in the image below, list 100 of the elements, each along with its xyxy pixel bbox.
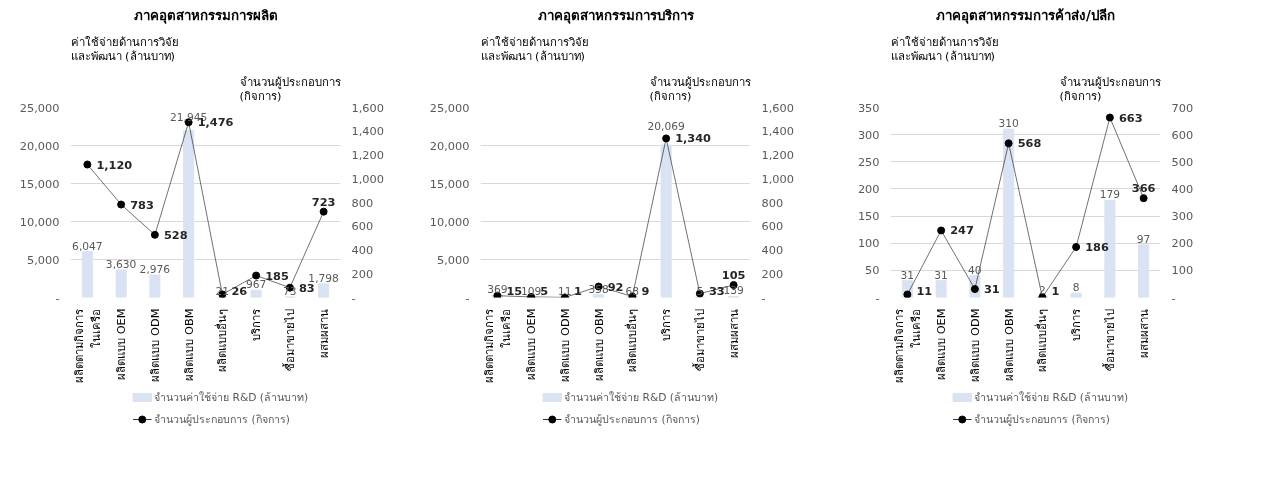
- data-label: 1,120: [96, 157, 133, 172]
- x-tick-label: ผลิตตามกิจการ ในเครือ: [71, 308, 103, 383]
- x-tick-label: ผลิตแบบ OBM: [591, 308, 606, 381]
- data-label: 310: [998, 117, 1020, 131]
- y2-tick-label: 1,200: [761, 148, 794, 162]
- data-label: 20,069: [647, 120, 685, 134]
- x-tick-label: ซื้อมาขายไป: [1101, 308, 1117, 371]
- x-tick-label: บริการ: [659, 308, 674, 341]
- y2-tick-label: 100: [1171, 263, 1194, 278]
- x-tick-label: ผลิตแบบ ODM: [557, 308, 572, 382]
- y2-tick-label: -: [1171, 290, 1176, 305]
- data-label: 9: [641, 283, 650, 298]
- y2-tick-label: 300: [1171, 209, 1194, 224]
- y-tick-label: 10,000: [429, 214, 470, 229]
- y-tick-label: 50: [865, 263, 880, 278]
- data-label: 11: [916, 283, 933, 298]
- y2-axis-title: จำนวนผู้ประกอบการ (กิจการ): [239, 74, 341, 103]
- y2-tick-label: 800: [351, 195, 374, 210]
- y2-tick-label: 400: [351, 243, 374, 257]
- y-tick-label: 10,000: [19, 214, 60, 229]
- x-tick-label: ผลิตแบบ OBM: [181, 308, 196, 381]
- data-label: 15: [506, 283, 523, 298]
- x-tick-label: ผลิตแบบ OBM: [1001, 308, 1016, 381]
- data-label: 8: [1072, 281, 1080, 295]
- data-label: 1: [573, 283, 582, 298]
- data-label: 31: [983, 282, 1000, 297]
- y2-tick-label: 200: [351, 266, 374, 281]
- data-label: 247: [950, 223, 974, 238]
- x-tick-label: ผลิตแบบ OEM: [524, 308, 539, 380]
- data-label: 366: [1131, 181, 1156, 196]
- y2-tick-label: 400: [1171, 181, 1194, 196]
- chart-title: ภาคอุตสาหกรรมการผลิต: [133, 7, 278, 24]
- data-label: 528: [163, 227, 188, 242]
- y2-tick-label: 1,600: [761, 100, 794, 115]
- data-label: 97: [1136, 232, 1151, 246]
- y2-axis-title: จำนวนผู้ประกอบการ (กิจการ): [649, 74, 751, 103]
- y-tick-label: 20,000: [19, 138, 60, 153]
- y2-tick-label: 800: [761, 195, 784, 210]
- x-tick-label: ผลิตแบบ ODM: [967, 308, 982, 382]
- chart-title: ภาคอุตสาหกรรมการค้าส่ง/ปลีก: [936, 7, 1115, 24]
- x-tick-label: ผสมผสาน: [726, 308, 741, 358]
- y2-tick-label: 600: [351, 219, 374, 234]
- x-tick-label: บริการ: [1069, 308, 1084, 341]
- data-label: 40: [968, 263, 982, 277]
- x-tick-label: บริการ: [249, 308, 264, 341]
- y2-tick-label: 1,000: [761, 171, 794, 186]
- x-tick-label: ซื้อมาขายไป: [281, 308, 297, 371]
- y-axis-title: ค่าใช้จ่ายด้านการวิจัย และพัฒนา (ล้านบาท): [890, 34, 999, 63]
- data-label: 105: [721, 268, 746, 283]
- y-tick-label: -: [55, 290, 60, 305]
- data-label: 369: [487, 282, 508, 296]
- y-tick-label: 300: [857, 127, 880, 142]
- y-tick-label: 200: [857, 181, 880, 196]
- legend-label: จำนวนผู้ประกอบการ (กิจการ): [564, 413, 700, 426]
- y-tick-label: 20,000: [429, 138, 470, 153]
- y2-tick-label: 1,400: [351, 124, 384, 139]
- y-tick-label: -: [875, 290, 880, 305]
- data-label: 783: [130, 197, 154, 212]
- y2-tick-label: 600: [761, 219, 784, 234]
- y-axis-title: ค่าใช้จ่ายด้านการวิจัย และพัฒนา (ล้านบาท): [480, 34, 589, 63]
- x-tick-label: ผลิตแบบอื่นๆ: [214, 308, 230, 372]
- data-label: 1,340: [675, 131, 712, 146]
- data-label: 663: [1118, 110, 1143, 125]
- y2-tick-label: 500: [1171, 154, 1194, 169]
- x-tick-label: ผสมผสาน: [1136, 308, 1151, 358]
- y-tick-label: 350: [857, 100, 880, 115]
- y-tick-label: 5,000: [437, 252, 470, 267]
- legend-label: จำนวนค่าใช้จ่าย R&D (ล้านบาท): [154, 391, 309, 404]
- x-tick-label: ผลิตแบบอื่นๆ: [624, 308, 640, 372]
- y2-tick-label: 700: [1171, 100, 1194, 115]
- x-tick-label: ผลิตแบบอื่นๆ: [1034, 308, 1050, 372]
- data-label: 73: [283, 284, 297, 298]
- y-axis-title: ค่าใช้จ่ายด้านการวิจัย และพัฒนา (ล้านบาท): [70, 34, 179, 63]
- y-tick-label: 150: [857, 209, 880, 224]
- chart-title: ภาคอุตสาหกรรมการบริการ: [537, 7, 695, 24]
- data-label: 5: [540, 283, 549, 298]
- data-label: 723: [311, 194, 336, 209]
- data-label: 26: [231, 283, 248, 298]
- data-label: 2,976: [139, 262, 171, 276]
- data-label: 1: [1051, 283, 1060, 298]
- data-label: 185: [265, 268, 289, 283]
- x-tick-label: ซื้อมาขายไป: [691, 308, 707, 371]
- y-tick-label: 250: [857, 154, 880, 169]
- y2-tick-label: 1,600: [351, 100, 384, 115]
- x-tick-label: ผลิตตามกิจการ ในเครือ: [891, 308, 923, 383]
- y2-tick-label: -: [351, 290, 356, 305]
- y-tick-label: 100: [857, 236, 880, 251]
- data-label: 31: [934, 268, 948, 282]
- y-tick-label: 15,000: [19, 176, 60, 191]
- data-label: 11: [558, 285, 572, 299]
- y2-tick-label: 600: [1171, 127, 1194, 142]
- y-tick-label: 15,000: [429, 176, 470, 191]
- data-label: 1,798: [308, 271, 340, 285]
- legend-label: จำนวนค่าใช้จ่าย R&D (ล้านบาท): [564, 391, 719, 404]
- x-tick-label: ผลิตแบบ OEM: [934, 308, 949, 380]
- data-label: 139: [723, 284, 745, 298]
- data-label: 568: [1017, 136, 1042, 151]
- legend-label: จำนวนผู้ประกอบการ (กิจการ): [974, 413, 1110, 426]
- y2-tick-label: 400: [761, 243, 784, 257]
- y-tick-label: -: [465, 290, 470, 305]
